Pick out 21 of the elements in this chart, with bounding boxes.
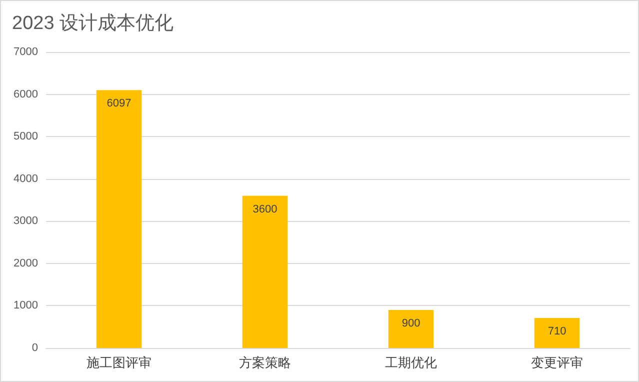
data-label: 900 (402, 317, 420, 330)
bar (388, 310, 434, 348)
x-tick-label: 方案策略 (239, 355, 291, 370)
y-tick-label: 0 (32, 342, 38, 354)
x-tick-label: 工期优化 (385, 355, 437, 370)
y-tick-label: 1000 (14, 300, 38, 312)
y-tick-label: 2000 (14, 257, 38, 270)
data-label: 710 (548, 325, 566, 338)
x-tick-label: 变更评审 (531, 355, 583, 370)
chart-title: 2023 设计成本优化 (12, 13, 174, 34)
y-tick-label: 5000 (14, 130, 38, 143)
x-tick-label: 施工图评审 (86, 355, 152, 370)
bar (534, 318, 580, 348)
y-tick-label: 7000 (14, 46, 38, 58)
data-label: 3600 (252, 203, 278, 216)
bar (242, 196, 288, 348)
bar (96, 90, 142, 348)
data-label: 6097 (106, 98, 132, 110)
y-tick-label: 3000 (14, 215, 38, 228)
y-tick-label: 6000 (14, 88, 38, 100)
y-tick-label: 4000 (14, 172, 38, 185)
